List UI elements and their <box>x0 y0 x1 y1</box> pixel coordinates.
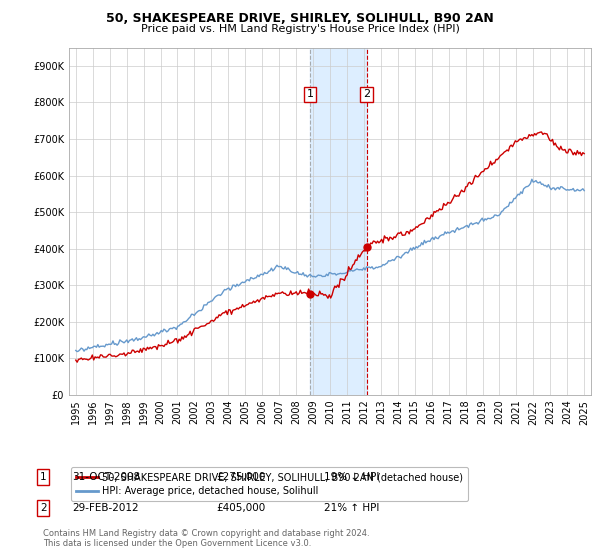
Text: £405,000: £405,000 <box>216 503 265 513</box>
Bar <box>310 48 367 395</box>
Text: 2: 2 <box>363 90 370 100</box>
Legend: 50, SHAKESPEARE DRIVE, SHIRLEY, SOLIHULL, B90 2AN (detached house), HPI: Average: 50, SHAKESPEARE DRIVE, SHIRLEY, SOLIHULL… <box>71 468 468 501</box>
Text: 1: 1 <box>307 90 314 100</box>
Text: £275,000: £275,000 <box>216 472 265 482</box>
Text: Price paid vs. HM Land Registry's House Price Index (HPI): Price paid vs. HM Land Registry's House … <box>140 24 460 34</box>
Text: Contains HM Land Registry data © Crown copyright and database right 2024.
This d: Contains HM Land Registry data © Crown c… <box>43 529 370 548</box>
Text: 19% ↓ HPI: 19% ↓ HPI <box>324 472 379 482</box>
Text: 29-FEB-2012: 29-FEB-2012 <box>72 503 139 513</box>
Text: 21% ↑ HPI: 21% ↑ HPI <box>324 503 379 513</box>
Text: 2: 2 <box>40 503 47 513</box>
Text: 50, SHAKESPEARE DRIVE, SHIRLEY, SOLIHULL, B90 2AN: 50, SHAKESPEARE DRIVE, SHIRLEY, SOLIHULL… <box>106 12 494 25</box>
Text: 31-OCT-2008: 31-OCT-2008 <box>72 472 140 482</box>
Text: 1: 1 <box>40 472 47 482</box>
